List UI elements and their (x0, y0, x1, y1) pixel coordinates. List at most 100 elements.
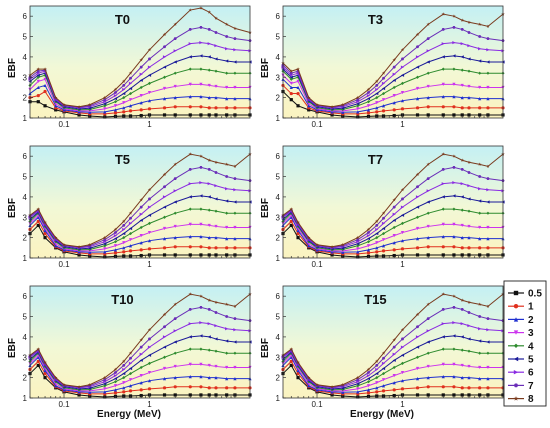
data-point-6 (122, 227, 126, 232)
series-line-6 (282, 182, 504, 249)
data-point-6 (478, 47, 482, 51)
data-point-5 (341, 386, 345, 390)
data-point-0.5 (36, 223, 40, 228)
series-line-0.5 (282, 91, 503, 118)
y-axis-title: EBF (7, 338, 18, 358)
data-point-5 (103, 382, 107, 386)
y-tick-label: 4 (276, 53, 281, 62)
y-tick-label: 2 (23, 374, 28, 383)
data-point-4 (233, 211, 237, 215)
data-point-7 (207, 168, 211, 171)
data-point-2 (173, 96, 177, 100)
data-point-2 (289, 215, 293, 219)
data-point-2 (392, 101, 396, 105)
data-point-2 (54, 104, 58, 108)
data-point-1 (43, 89, 47, 94)
data-point-2 (356, 110, 360, 114)
data-point-7 (392, 65, 396, 69)
data-point-8 (103, 375, 107, 380)
data-point-6 (128, 361, 133, 365)
data-point-1 (139, 248, 143, 252)
data-point-7 (460, 28, 464, 31)
y-tick-label: 2 (23, 234, 28, 243)
data-point-3 (207, 363, 211, 368)
data-point-1 (441, 105, 445, 109)
data-point-3 (400, 90, 405, 95)
data-point-4 (366, 100, 371, 104)
data-point-4 (381, 91, 386, 96)
data-point-3 (233, 85, 237, 90)
data-point-1 (426, 105, 430, 109)
data-point-5 (381, 86, 386, 91)
data-point-2 (122, 246, 126, 250)
y-tick-label: 5 (276, 173, 281, 182)
y-tick-label: 6 (23, 292, 28, 301)
y-axis-title: EBF (260, 338, 271, 358)
data-point-8 (315, 242, 319, 247)
data-point-6 (467, 324, 471, 328)
y-tick-label: 3 (276, 73, 281, 82)
data-point-0.5 (415, 113, 420, 117)
data-point-8 (128, 211, 133, 215)
data-point-5 (356, 382, 360, 386)
series-line-7 (282, 26, 504, 108)
legend-label: 2 (528, 315, 534, 326)
data-point-2 (307, 244, 311, 248)
data-point-4 (122, 376, 126, 380)
data-point-5 (199, 54, 203, 58)
data-point-8 (36, 207, 41, 211)
data-point-5 (147, 353, 152, 357)
data-point-8 (330, 384, 334, 389)
data-point-8 (128, 71, 133, 75)
series-line-5 (29, 55, 250, 110)
data-point-3 (173, 84, 177, 89)
data-point-2 (381, 384, 386, 388)
data-point-3 (139, 234, 143, 238)
data-point-7 (375, 364, 379, 367)
data-point-7 (113, 371, 118, 374)
data-point-2 (460, 96, 464, 100)
data-point-8 (62, 382, 66, 387)
data-point-7 (188, 308, 192, 311)
data-point-3 (188, 82, 192, 86)
data-point-8 (162, 172, 167, 176)
data-point-2 (356, 390, 360, 394)
data-point-7 (113, 231, 118, 234)
data-point-3 (139, 94, 143, 98)
x-tick-label: 1 (400, 120, 405, 129)
data-point-6 (139, 212, 143, 216)
data-point-1 (162, 386, 167, 390)
legend-item-3: 3 (508, 328, 534, 339)
data-point-1 (128, 389, 133, 393)
data-point-5 (162, 65, 167, 69)
data-point-8 (53, 95, 58, 100)
data-point-5 (173, 60, 177, 64)
series-line-4 (282, 208, 503, 251)
data-point-3 (162, 226, 167, 231)
data-point-1 (36, 94, 40, 98)
data-point-3 (54, 102, 58, 106)
data-point-4 (467, 349, 471, 353)
data-point-8 (77, 104, 81, 109)
data-point-1 (139, 388, 143, 392)
data-point-1 (128, 249, 133, 253)
data-point-1 (36, 219, 40, 223)
data-point-1 (188, 245, 192, 249)
data-point-1 (173, 385, 177, 389)
data-point-1 (289, 359, 293, 363)
data-point-4 (426, 351, 430, 355)
data-point-2 (162, 97, 167, 101)
data-point-8 (381, 351, 386, 355)
series-line-1 (29, 90, 250, 115)
legend-marker (513, 370, 519, 375)
legend-marker (513, 330, 519, 335)
data-point-8 (486, 164, 490, 168)
data-point-7 (426, 177, 430, 180)
y-tick-label: 1 (276, 394, 281, 403)
legend-item-6: 6 (508, 368, 534, 379)
data-point-6 (233, 188, 237, 192)
data-point-0.5 (426, 113, 430, 117)
data-point-8 (122, 219, 126, 223)
data-point-7 (467, 171, 471, 174)
